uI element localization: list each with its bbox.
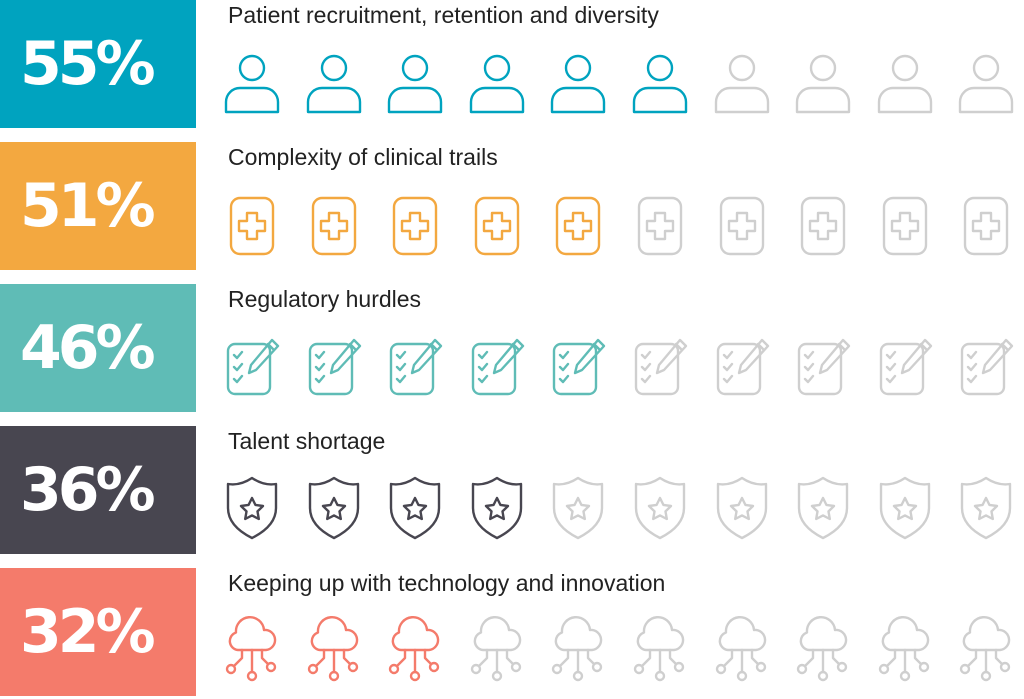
person-icon <box>467 46 527 116</box>
metric-row: 32% Keeping up with technology and innova… <box>0 568 1024 696</box>
person-icon <box>712 46 772 116</box>
percentage-value: 36% <box>20 455 156 525</box>
percentage-badge: 46% <box>0 284 196 412</box>
checklist-pencil-icon <box>222 330 282 400</box>
checklist-pencil-icon <box>875 330 935 400</box>
medical-cross-icon <box>304 188 364 258</box>
medical-cross-icon <box>793 188 853 258</box>
shield-star-icon <box>548 472 608 542</box>
cloud-network-icon <box>630 614 690 684</box>
person-icon <box>548 46 608 116</box>
percentage-value: 46% <box>20 313 156 383</box>
shield-star-icon <box>467 472 527 542</box>
person-icon <box>630 46 690 116</box>
medical-cross-icon <box>222 188 282 258</box>
cloud-network-icon <box>548 614 608 684</box>
person-icon <box>222 46 282 116</box>
metric-label: Keeping up with technology and innovatio… <box>228 570 666 596</box>
checklist-pencil-icon <box>630 330 690 400</box>
person-icon <box>304 46 364 116</box>
medical-cross-icon <box>875 188 935 258</box>
shield-star-icon <box>385 472 445 542</box>
medical-cross-icon <box>548 188 608 258</box>
checklist-pencil-icon <box>956 330 1016 400</box>
shield-star-icon <box>956 472 1016 542</box>
metric-row: 46% Regulatory hurdles <box>0 284 1024 412</box>
cloud-network-icon <box>304 614 364 684</box>
shield-star-icon <box>712 472 772 542</box>
metric-label: Talent shortage <box>228 428 386 454</box>
metric-row: 55% Patient recruitment, retention and di… <box>0 0 1024 128</box>
shield-star-icon <box>304 472 364 542</box>
person-icon <box>956 46 1016 116</box>
medical-cross-icon <box>385 188 445 258</box>
checklist-pencil-icon <box>304 330 364 400</box>
percentage-badge: 36% <box>0 426 196 554</box>
metric-label: Regulatory hurdles <box>228 286 422 312</box>
checklist-pencil-icon <box>467 330 527 400</box>
checklist-pencil-icon <box>548 330 608 400</box>
metric-label: Patient recruitment, retention and diver… <box>228 2 659 28</box>
cloud-network-icon <box>222 614 282 684</box>
medical-cross-icon <box>467 188 527 258</box>
cloud-network-icon <box>712 614 772 684</box>
checklist-pencil-icon <box>385 330 445 400</box>
shield-star-icon <box>630 472 690 542</box>
medical-cross-icon <box>956 188 1016 258</box>
cloud-network-icon <box>956 614 1016 684</box>
percentage-value: 51% <box>20 171 156 241</box>
shield-star-icon <box>222 472 282 542</box>
checklist-pencil-icon <box>712 330 772 400</box>
metric-row: 51% Complexity of clinical trails <box>0 142 1024 270</box>
checklist-pencil-icon <box>793 330 853 400</box>
medical-cross-icon <box>712 188 772 258</box>
person-icon <box>793 46 853 116</box>
person-icon <box>385 46 445 116</box>
cloud-network-icon <box>467 614 527 684</box>
person-icon <box>875 46 935 116</box>
metric-label: Complexity of clinical trails <box>228 144 498 170</box>
cloud-network-icon <box>793 614 853 684</box>
cloud-network-icon <box>875 614 935 684</box>
percentage-value: 32% <box>20 597 156 667</box>
percentage-badge: 51% <box>0 142 196 270</box>
percentage-badge: 32% <box>0 568 196 696</box>
percentage-badge: 55% <box>0 0 196 128</box>
shield-star-icon <box>875 472 935 542</box>
metric-row: 36% Talent shortage <box>0 426 1024 554</box>
cloud-network-icon <box>385 614 445 684</box>
percentage-value: 55% <box>20 29 156 99</box>
shield-star-icon <box>793 472 853 542</box>
medical-cross-icon <box>630 188 690 258</box>
